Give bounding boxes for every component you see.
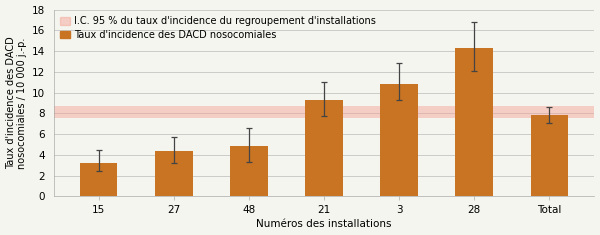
Y-axis label: Taux d'incidence des DACD
nosocomiales / 10 000 j.-p.: Taux d'incidence des DACD nosocomiales /… <box>5 36 27 169</box>
X-axis label: Numéros des installations: Numéros des installations <box>256 219 392 229</box>
Bar <box>305 100 343 196</box>
Bar <box>455 48 493 196</box>
Bar <box>230 146 268 196</box>
Legend: I.C. 95 % du taux d'incidence du regroupement d'installations, Taux d'incidence : I.C. 95 % du taux d'incidence du regroup… <box>58 14 378 42</box>
Bar <box>80 163 118 196</box>
Bar <box>155 151 193 196</box>
Bar <box>53 106 595 118</box>
Bar <box>380 84 418 196</box>
Bar <box>530 115 568 196</box>
